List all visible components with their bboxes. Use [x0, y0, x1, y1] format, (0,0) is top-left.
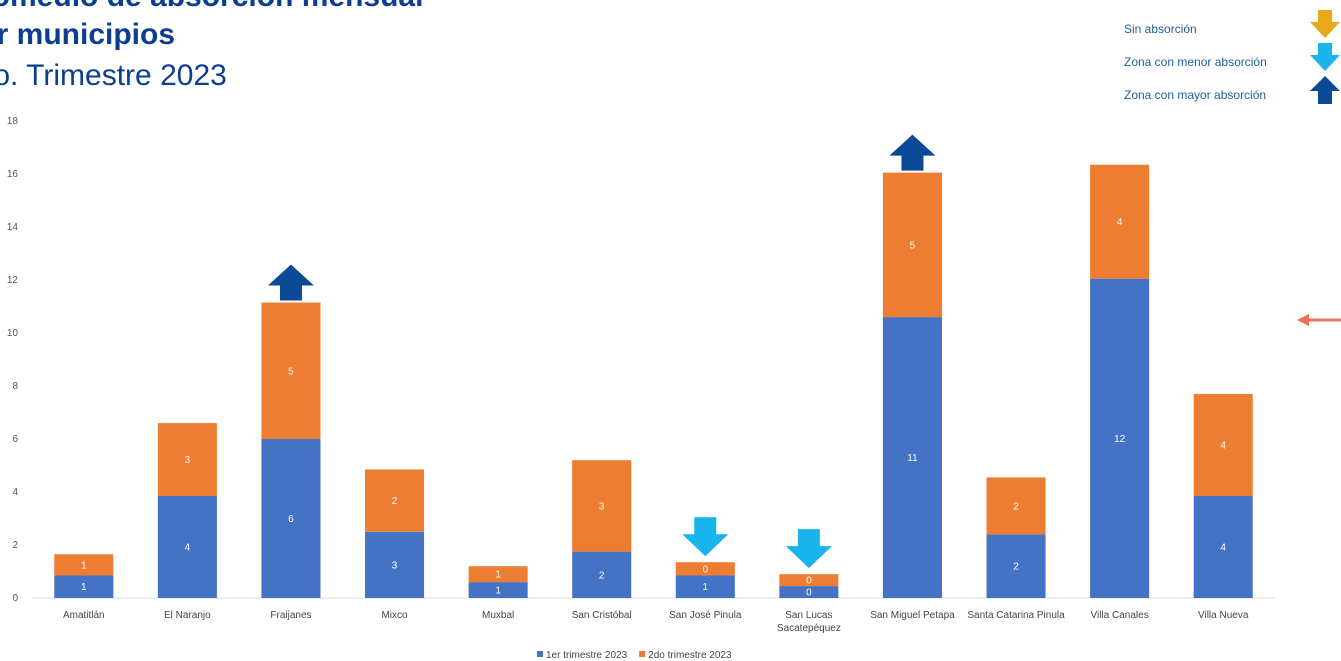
bar-value-label: 2: [1013, 562, 1019, 573]
category-label: Amatitlán: [63, 610, 105, 621]
bar-value-label: 4: [1117, 217, 1123, 228]
icon-legend: Sin absorción Zona con menor absorción Z…: [1124, 10, 1341, 109]
bar-segment: [365, 531, 425, 598]
bar-segment: [1090, 164, 1150, 279]
bar-segment: [468, 566, 528, 583]
arrow-down-icon-shape: [1310, 43, 1340, 71]
legend-row-menor-absorcion: Zona con menor absorción: [1124, 43, 1341, 76]
chart-title-line-2: por municipios: [0, 18, 176, 51]
category-label: San José Pinula: [669, 610, 742, 621]
bar-segment: [882, 172, 942, 318]
bar-segment: [1090, 278, 1150, 598]
bar-segment: [986, 477, 1046, 535]
bar-segment: [572, 551, 632, 598]
category-label: Villa Canales: [1091, 610, 1149, 621]
category-label: El Naranjo: [164, 610, 211, 621]
category-label: Fraijanes: [270, 610, 311, 621]
y-tick-label: 18: [7, 116, 19, 127]
legend-row-sin-absorcion: Sin absorción: [1124, 10, 1341, 43]
bar-value-label: 1: [495, 570, 501, 581]
legend-swatch: [537, 651, 543, 657]
bar-segment: [986, 534, 1046, 598]
bar-value-label: 3: [185, 455, 191, 466]
category-label: San Cristóbal: [572, 610, 632, 621]
bar-segment: [54, 575, 114, 598]
arrow-down-icon: [1310, 43, 1340, 71]
category-label: Santa Catarina Pinula: [967, 610, 1065, 621]
bar-segment: [675, 562, 735, 576]
bar-value-label: 4: [1220, 542, 1226, 553]
bar-value-label: 0: [806, 588, 812, 599]
arrow-down-icon: [682, 517, 729, 557]
bar-segment: [261, 439, 321, 598]
category-label: Villa Nueva: [1198, 610, 1249, 621]
bar-value-label: 12: [1114, 434, 1126, 445]
bar-value-label: 3: [392, 560, 398, 571]
bar-segment: [572, 460, 632, 552]
bar-value-label: 0: [806, 576, 812, 587]
bar-value-label: 1: [495, 586, 501, 597]
bar-value-label: 5: [288, 366, 294, 377]
bar-value-label: 1: [81, 560, 87, 571]
bar-segment: [157, 495, 217, 598]
legend-label: Zona con mayor absorción: [1124, 88, 1267, 102]
bar-value-label: 2: [392, 496, 398, 507]
bar-value-label: 11: [907, 453, 918, 464]
bar-value-label: 3: [599, 501, 605, 512]
chart-subtitle: 2do. Trimestre 2023: [0, 59, 227, 92]
bar-segment: [261, 302, 321, 439]
legend-label: Zona con menor absorción: [1124, 55, 1267, 69]
bar-segment: [1193, 393, 1253, 496]
arrow-up-icon: [1310, 76, 1340, 104]
arrow-up-icon: [267, 264, 314, 301]
legend-label: Sin absorción: [1124, 22, 1197, 36]
y-tick-label: 4: [12, 487, 18, 498]
bar-value-label: 0: [703, 564, 709, 575]
y-tick-label: 6: [12, 434, 18, 445]
y-tick-label: 8: [12, 381, 18, 392]
arrow-down-icon-shape: [1310, 10, 1340, 38]
bar-value-label: 6: [288, 514, 294, 525]
category-label: San Lucas: [785, 610, 832, 621]
bar-segment: [675, 575, 735, 598]
bar-value-label: 1: [703, 582, 709, 593]
arrow-up-icon-shape: [1310, 76, 1340, 104]
bar-segment: [1193, 495, 1253, 598]
bar-segment: [779, 574, 839, 587]
bar-segment: [882, 317, 942, 598]
y-tick-label: 2: [12, 540, 18, 551]
bar-segment: [54, 554, 114, 576]
bar-value-label: 4: [185, 542, 191, 553]
category-label: Muxbal: [482, 610, 514, 621]
bar-segment: [157, 423, 217, 496]
title-block: Promedio de absorción mensual por munici…: [0, 0, 423, 96]
y-tick-label: 12: [7, 275, 19, 286]
bar-segment: [468, 582, 528, 598]
category-label: San Miguel Petapa: [870, 610, 955, 621]
bar-value-label: 2: [599, 570, 605, 581]
bar-value-label: 1: [81, 582, 87, 593]
y-tick-label: 16: [7, 169, 19, 180]
bar-segment: [365, 469, 425, 532]
category-label: Mixco: [381, 610, 408, 621]
legend-swatch: [639, 651, 646, 657]
legend-entry: 1er trimestre 2023: [546, 650, 628, 661]
y-tick-label: 14: [7, 222, 19, 233]
bar-value-label: 2: [1013, 501, 1019, 512]
arrow-down-icon: [1310, 10, 1340, 38]
legend-row-mayor-absorcion: Zona con mayor absorción: [1124, 76, 1341, 109]
bar-segment: [779, 586, 839, 598]
arrow-up-icon: [889, 134, 936, 171]
arrow-down-icon: [785, 529, 832, 569]
pointer-arrow-head: [1297, 314, 1309, 326]
legend-entry: 2do trimestre 2023: [648, 650, 732, 661]
y-tick-label: 0: [12, 593, 18, 604]
y-tick-label: 10: [7, 328, 19, 339]
bar-value-label: 5: [910, 240, 916, 251]
category-label: Sacatepéquez: [777, 623, 841, 634]
chart-title-line-1: Promedio de absorción mensual: [0, 0, 423, 16]
bar-value-label: 4: [1220, 440, 1226, 451]
